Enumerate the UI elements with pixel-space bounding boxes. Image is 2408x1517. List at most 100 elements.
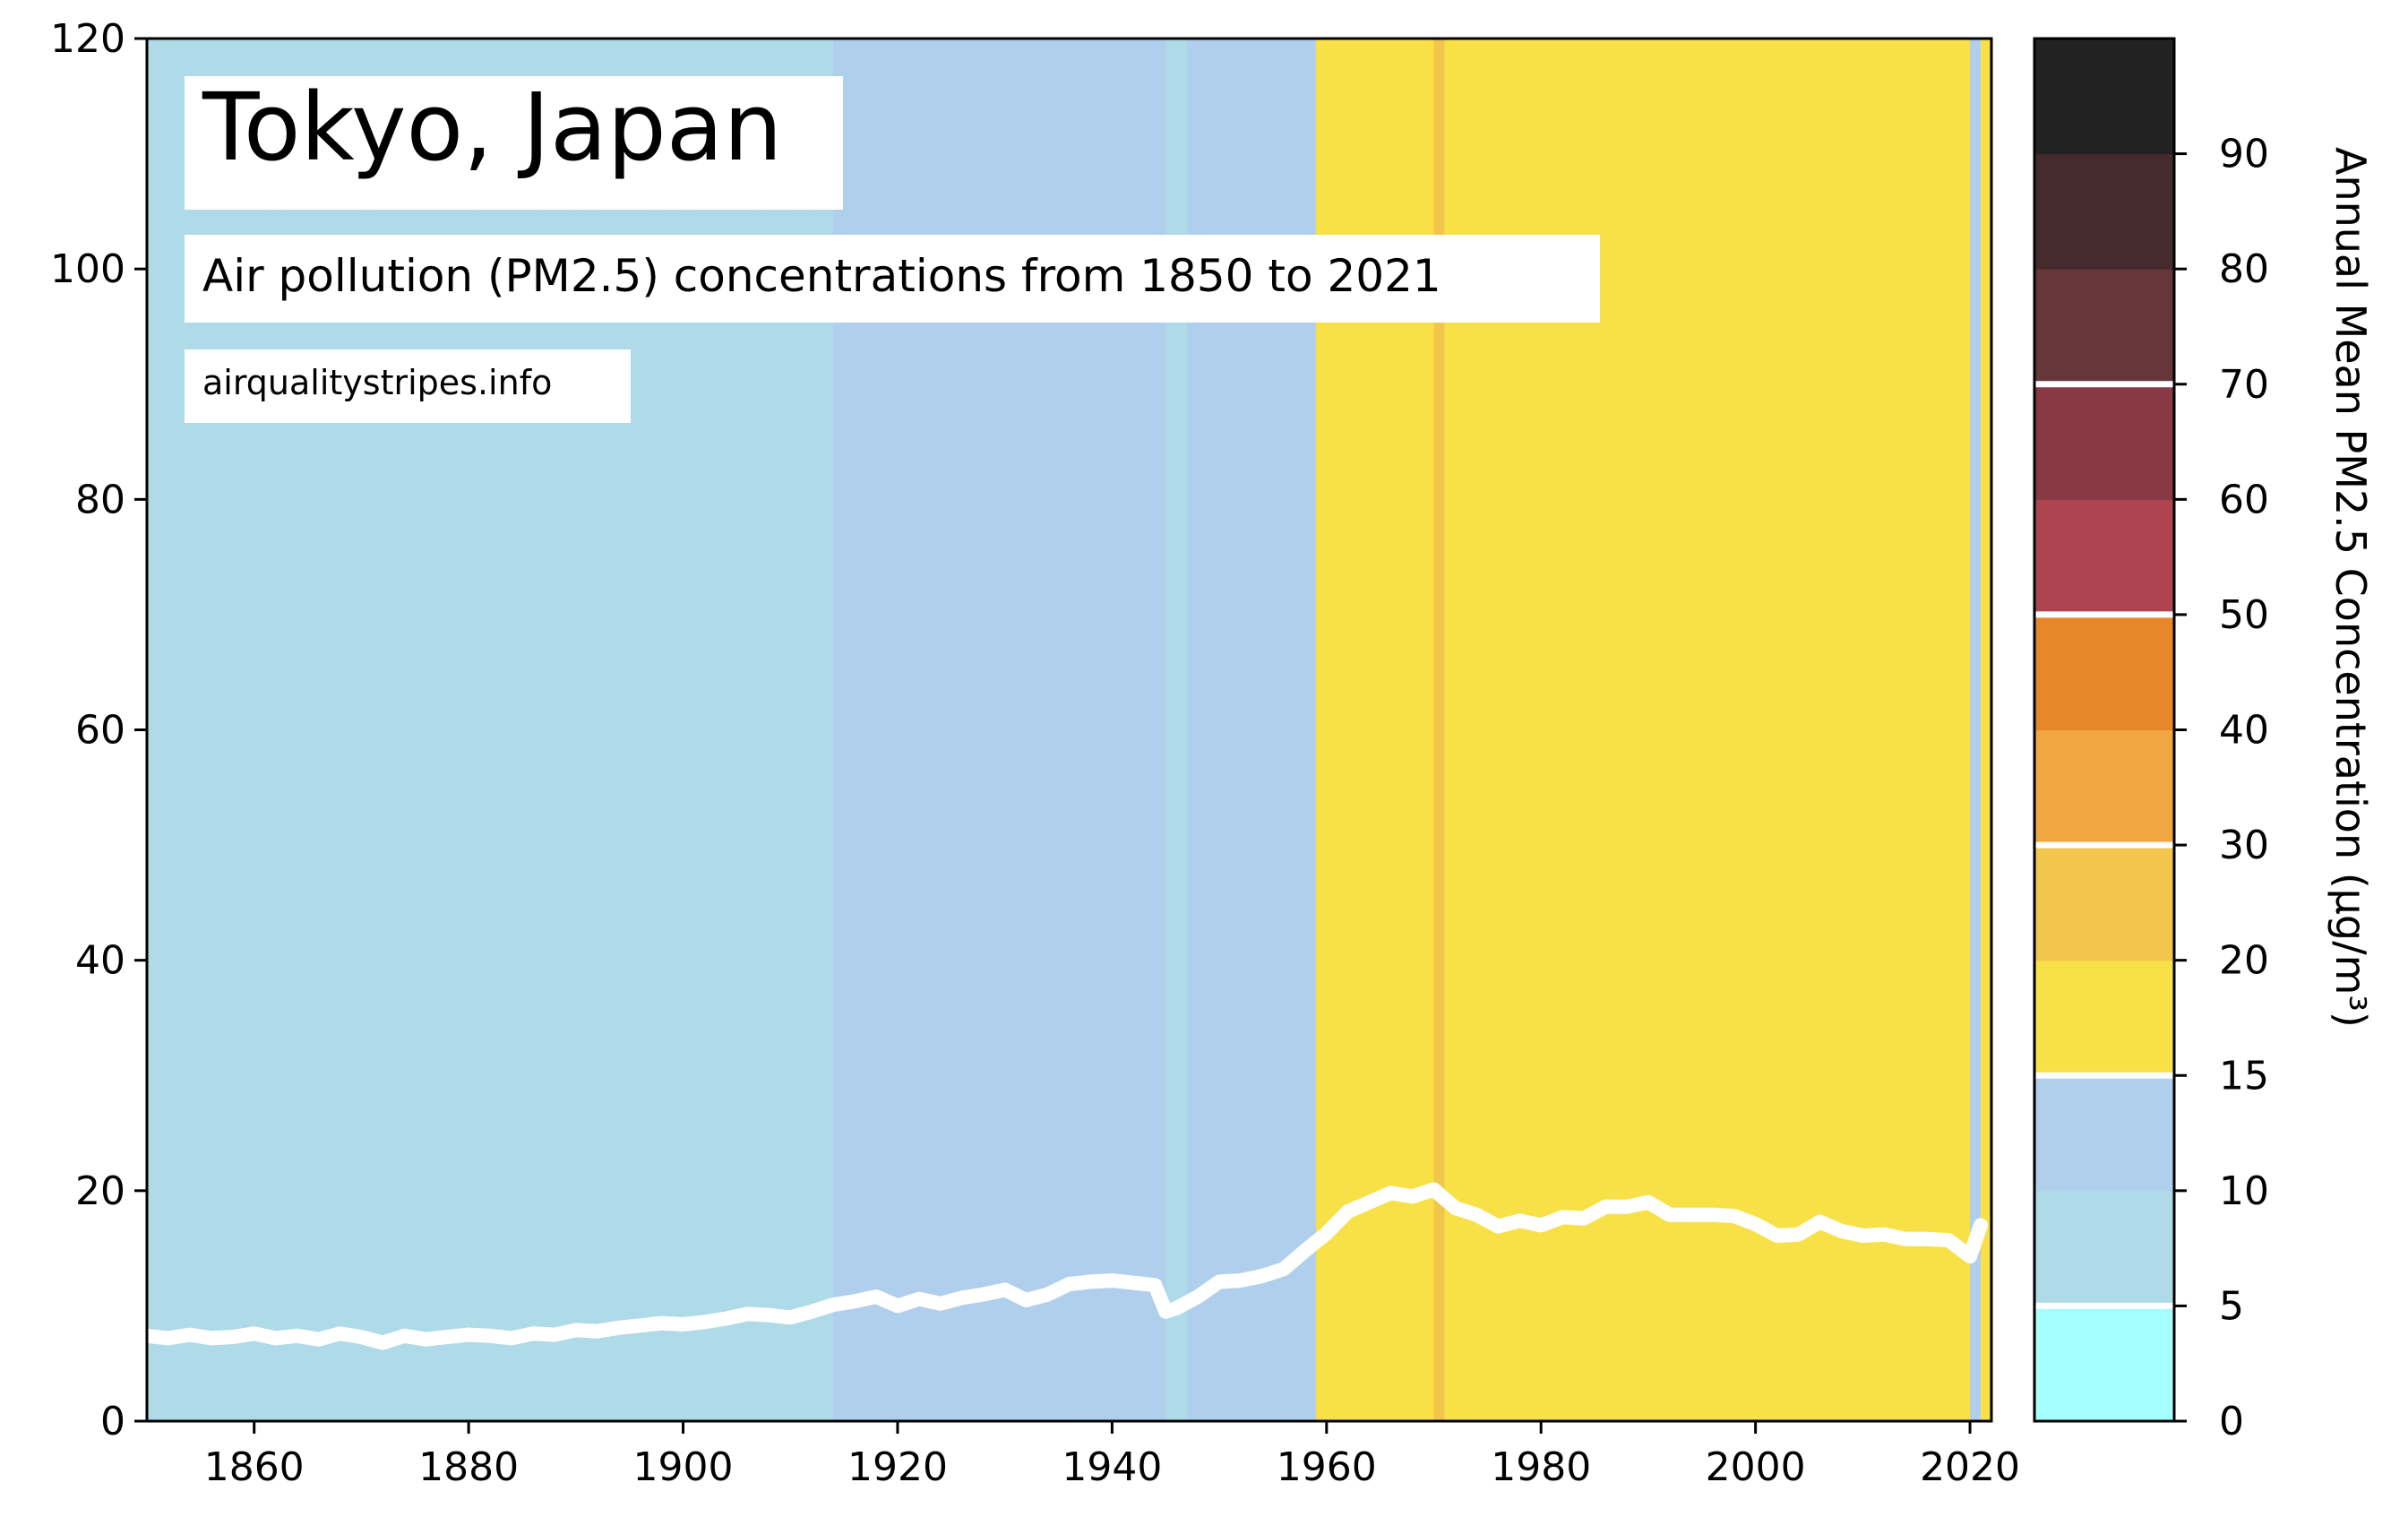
stripe-1976 (1498, 39, 1509, 1421)
pm25-line (140, 1182, 1988, 1350)
stripe-1975 (1487, 39, 1499, 1421)
colorbar-tick-label: 50 (2219, 592, 2269, 638)
stripe-1851 (157, 39, 169, 1421)
stripe-2001 (1766, 39, 1778, 1421)
colorbar-band (2034, 153, 2174, 270)
stripe-2000 (1755, 39, 1767, 1421)
chart-title: Tokyo, Japan (202, 73, 782, 182)
colorbar-tick-label: 5 (2219, 1283, 2244, 1329)
y-tick-label: 80 (75, 477, 125, 522)
stripe-1915 (844, 39, 856, 1421)
stripe-1954 (1261, 39, 1274, 1421)
stripe-1921 (907, 39, 920, 1421)
colorbar-tick-label: 30 (2219, 823, 2269, 868)
stripe-1898 (661, 39, 674, 1421)
source-box (185, 349, 631, 423)
stripe-1952 (1241, 39, 1252, 1421)
colorbar-ticks: 0 5 10 15 20 30 40 50 60 70 80 90 (2174, 132, 2269, 1444)
colorbar-tick-label: 80 (2219, 246, 2269, 292)
colorbar-band (2034, 1306, 2174, 1422)
stripe-1899 (672, 39, 684, 1421)
stripe-1984 (1584, 39, 1595, 1421)
stripe-1993 (1680, 39, 1692, 1421)
stripe-1940 (1112, 39, 1123, 1421)
stripe-2010 (1862, 39, 1874, 1421)
stripe-1957 (1294, 39, 1306, 1421)
stripe-1970 (1433, 39, 1446, 1421)
stripe-2016 (1927, 39, 1939, 1421)
stripe-1969 (1423, 39, 1435, 1421)
stripe-1939 (1101, 39, 1113, 1421)
stripe-1980 (1541, 39, 1552, 1421)
stripe-1901 (693, 39, 706, 1421)
stripe-1956 (1283, 39, 1295, 1421)
x-tick-label: 1860 (204, 1444, 305, 1490)
colorbar-tick-label: 10 (2219, 1168, 2269, 1214)
stripe-1994 (1690, 39, 1703, 1421)
stripe-1928 (983, 39, 995, 1421)
stripe-1964 (1369, 39, 1381, 1421)
colorbar-band (2034, 269, 2174, 385)
y-tick-label: 120 (50, 16, 125, 62)
stripe-1972 (1455, 39, 1467, 1421)
x-tick-label: 1920 (847, 1444, 948, 1490)
stripe-1973 (1466, 39, 1477, 1421)
stripe-1950 (1219, 39, 1231, 1421)
stripe-1909 (779, 39, 791, 1421)
y-tick-label: 20 (75, 1168, 125, 1214)
stripe-1929 (993, 39, 1006, 1421)
stripe-1982 (1562, 39, 1574, 1421)
colorbar-tick-label: 20 (2219, 938, 2269, 984)
stripe-1897 (650, 39, 663, 1421)
stripe-2006 (1819, 39, 1832, 1421)
stripe-1971 (1444, 39, 1457, 1421)
y-tick-label: 60 (75, 708, 125, 754)
stripe-1943 (1144, 39, 1156, 1421)
stripe-1997 (1723, 39, 1735, 1421)
subtitle-box (185, 235, 1600, 323)
colorbar-band (2034, 39, 2174, 155)
stripe-1951 (1230, 39, 1242, 1421)
stripe-1896 (640, 39, 652, 1421)
stripe-1930 (1004, 39, 1017, 1421)
colorbar-band (2034, 960, 2174, 1076)
colorbar-band (2034, 499, 2174, 616)
stripe-1990 (1647, 39, 1660, 1421)
colorbar-band (2034, 614, 2174, 731)
colorbar-tick-label: 15 (2219, 1053, 2269, 1099)
stripe-2013 (1895, 39, 1906, 1421)
stripe-1931 (1015, 39, 1028, 1421)
stripe-1992 (1669, 39, 1681, 1421)
stripe-1945 (1165, 39, 1177, 1421)
stripe-1961 (1337, 39, 1349, 1421)
stripe-1934 (1047, 39, 1060, 1421)
colorbar (2034, 39, 2174, 1422)
colorbar-tick-label: 40 (2219, 708, 2269, 754)
stripe-1850 (147, 39, 159, 1421)
stripe-1955 (1272, 39, 1285, 1421)
concentration-line-layer (140, 1182, 1988, 1350)
colorbar-band (2034, 729, 2174, 846)
stripe-1914 (833, 39, 845, 1421)
stripe-1949 (1208, 39, 1220, 1421)
stripe-1922 (918, 39, 931, 1421)
stripe-2008 (1841, 39, 1853, 1421)
stripe-1916 (855, 39, 866, 1421)
x-tick-label: 1940 (1062, 1444, 1162, 1490)
stripe-1911 (801, 39, 813, 1421)
stripe-1944 (1155, 39, 1166, 1421)
stripe-1917 (865, 39, 877, 1421)
y-tick-label: 100 (50, 246, 125, 292)
stripe-2020 (1970, 39, 1982, 1421)
stripe-1995 (1701, 39, 1714, 1421)
stripe-1978 (1519, 39, 1531, 1421)
stripe-1999 (1744, 39, 1757, 1421)
stripe-2009 (1852, 39, 1863, 1421)
colorbar-band (2034, 845, 2174, 961)
stripe-1907 (758, 39, 770, 1421)
x-tick-label: 1980 (1491, 1444, 1591, 1490)
stripe-1988 (1626, 39, 1638, 1421)
stripe-1946 (1176, 39, 1188, 1421)
stripe-1959 (1315, 39, 1328, 1421)
